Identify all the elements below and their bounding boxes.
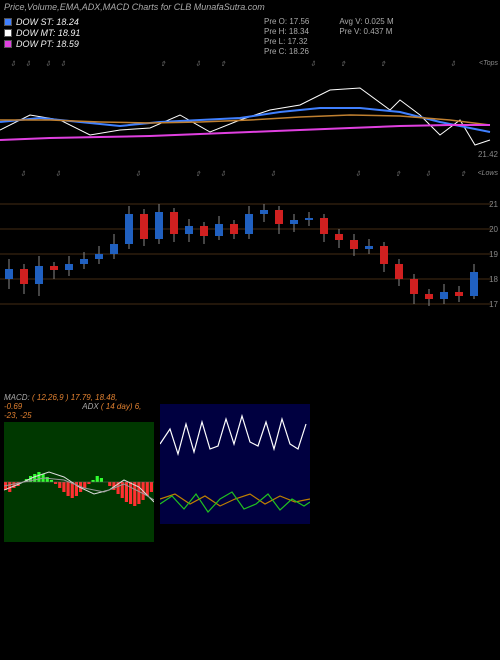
signal-icon: ⇩ [355, 170, 361, 178]
macd-panel: MACD: ( 12,26,9 ) 17.79, 18.48, -0.69ADX… [4, 393, 154, 542]
header: DOW ST: 18.24DOW MT: 18.91DOW PT: 18.59 … [0, 14, 500, 59]
signal-icon: ⇩ [135, 170, 141, 178]
y-axis-label: 20 [489, 225, 498, 234]
info-row: Pre O: 17.56 [264, 17, 309, 26]
signal-icon: ⇩ [25, 60, 31, 68]
signal-icon: ⇩ [220, 170, 226, 178]
signal-icon: ⇩ [20, 170, 26, 178]
legend-item: DOW MT: 18.91 [4, 28, 124, 38]
info-row: Pre V: 0.437 M [339, 27, 393, 36]
signal-icon: ⇩ [195, 60, 201, 68]
signal-icon: ⇩ [425, 170, 431, 178]
signal-icon: ⇩ [450, 60, 456, 68]
signal-icon: ⇧ [395, 170, 401, 178]
ohlc-info: Pre O: 17.56Pre H: 18.34Pre L: 17.32Pre … [264, 16, 394, 57]
signal-icon: ⇧ [160, 60, 166, 68]
macd-label: MACD: [4, 393, 30, 402]
chart-title: Price,Volume,EMA,ADX,MACD Charts for CLB… [0, 0, 500, 14]
info-row: Avg V: 0.025 M [339, 17, 393, 26]
tops-label: <Tops [479, 60, 498, 67]
signal-icon: ⇩ [270, 170, 276, 178]
signal-icon: ⇩ [45, 60, 51, 68]
signal-icon: ⇩ [310, 60, 316, 68]
legend-item: DOW PT: 18.59 [4, 39, 124, 49]
info-row: Pre C: 18.26 [264, 47, 309, 56]
lows-label: <Lows [478, 170, 498, 177]
signal-icon: ⇩ [60, 60, 66, 68]
signal-icon: ⇩ [55, 170, 61, 178]
signal-icon: ⇧ [220, 60, 226, 68]
signal-icon: ⇧ [380, 60, 386, 68]
legend-label: DOW MT: 18.91 [16, 28, 80, 38]
legend-item: DOW ST: 18.24 [4, 17, 124, 27]
y-axis-label: 17 [489, 300, 498, 309]
candlestick-chart: ⇩ ⇩ ⇩ ⇧ ⇩ ⇩ ⇩ ⇧ ⇩ ⇧ <Lows 21 20 19 18 17 [0, 169, 500, 323]
info-row: Pre L: 17.32 [264, 37, 309, 46]
legend: DOW ST: 18.24DOW MT: 18.91DOW PT: 18.59 [4, 16, 124, 57]
signal-icon: ⇧ [195, 170, 201, 178]
legend-swatch [4, 18, 12, 26]
signal-icon: ⇧ [340, 60, 346, 68]
y-axis-label: 21 [489, 200, 498, 209]
indicator-row: MACD: ( 12,26,9 ) 17.79, 18.48, -0.69ADX… [0, 393, 500, 542]
legend-label: DOW ST: 18.24 [16, 17, 79, 27]
adx-values: ( 14 day) 6, -23, -25 [4, 402, 141, 420]
signal-icon: ⇩ [10, 60, 16, 68]
signal-icon: ⇧ [460, 170, 466, 178]
legend-swatch [4, 40, 12, 48]
ema-chart: ⇩ ⇩ ⇩ ⇩ ⇧ ⇩ ⇧ ⇩ ⇧ ⇧ ⇩ <Tops 21.42 [0, 59, 500, 169]
y-axis-label: 19 [489, 250, 498, 259]
legend-swatch [4, 29, 12, 37]
y-axis-label: 18 [489, 275, 498, 284]
adx-label: ADX [82, 402, 98, 411]
price-label: 21.42 [478, 150, 498, 159]
adx-panel [160, 393, 310, 542]
info-row: Pre H: 18.34 [264, 27, 309, 36]
legend-label: DOW PT: 18.59 [16, 39, 79, 49]
